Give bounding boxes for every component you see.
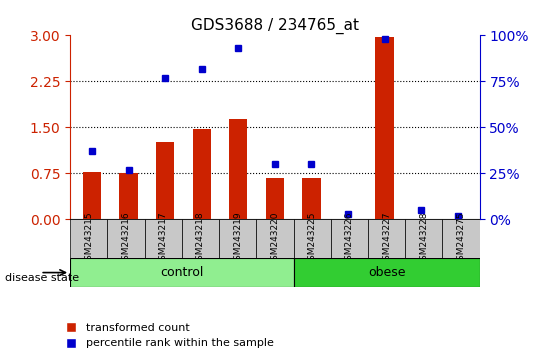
Bar — [405, 219, 443, 258]
Bar — [294, 219, 331, 258]
Bar — [331, 219, 368, 258]
Text: GSM243215: GSM243215 — [84, 212, 93, 266]
Bar — [376, 37, 394, 219]
Text: disease state: disease state — [5, 273, 80, 283]
Bar — [302, 178, 321, 219]
Bar — [368, 219, 405, 258]
Text: obese: obese — [368, 266, 405, 279]
Text: GSM243275: GSM243275 — [457, 212, 466, 266]
Text: GSM243219: GSM243219 — [233, 212, 242, 266]
Bar — [229, 119, 247, 219]
Bar — [219, 219, 256, 258]
Text: GSM243216: GSM243216 — [121, 212, 130, 266]
Title: GDS3688 / 234765_at: GDS3688 / 234765_at — [191, 18, 359, 34]
Bar — [70, 219, 107, 258]
Bar — [443, 219, 480, 258]
Bar — [182, 219, 219, 258]
Text: GSM243220: GSM243220 — [271, 212, 279, 266]
Bar — [144, 219, 182, 258]
Legend: transformed count, percentile rank within the sample: transformed count, percentile rank withi… — [59, 323, 274, 348]
Text: GSM243228: GSM243228 — [419, 212, 429, 266]
Bar — [107, 219, 144, 258]
Bar — [294, 258, 480, 287]
Bar — [70, 258, 294, 287]
Bar — [192, 129, 211, 219]
Text: GSM243217: GSM243217 — [158, 212, 168, 266]
Text: GSM243226: GSM243226 — [345, 212, 354, 266]
Text: GSM243227: GSM243227 — [382, 212, 391, 266]
Text: control: control — [160, 266, 204, 279]
Bar — [266, 178, 284, 219]
Bar — [120, 173, 138, 219]
Bar — [256, 219, 294, 258]
Text: GSM243225: GSM243225 — [308, 212, 316, 266]
Bar — [156, 142, 174, 219]
Text: GSM243218: GSM243218 — [196, 212, 205, 266]
Bar — [83, 172, 101, 219]
